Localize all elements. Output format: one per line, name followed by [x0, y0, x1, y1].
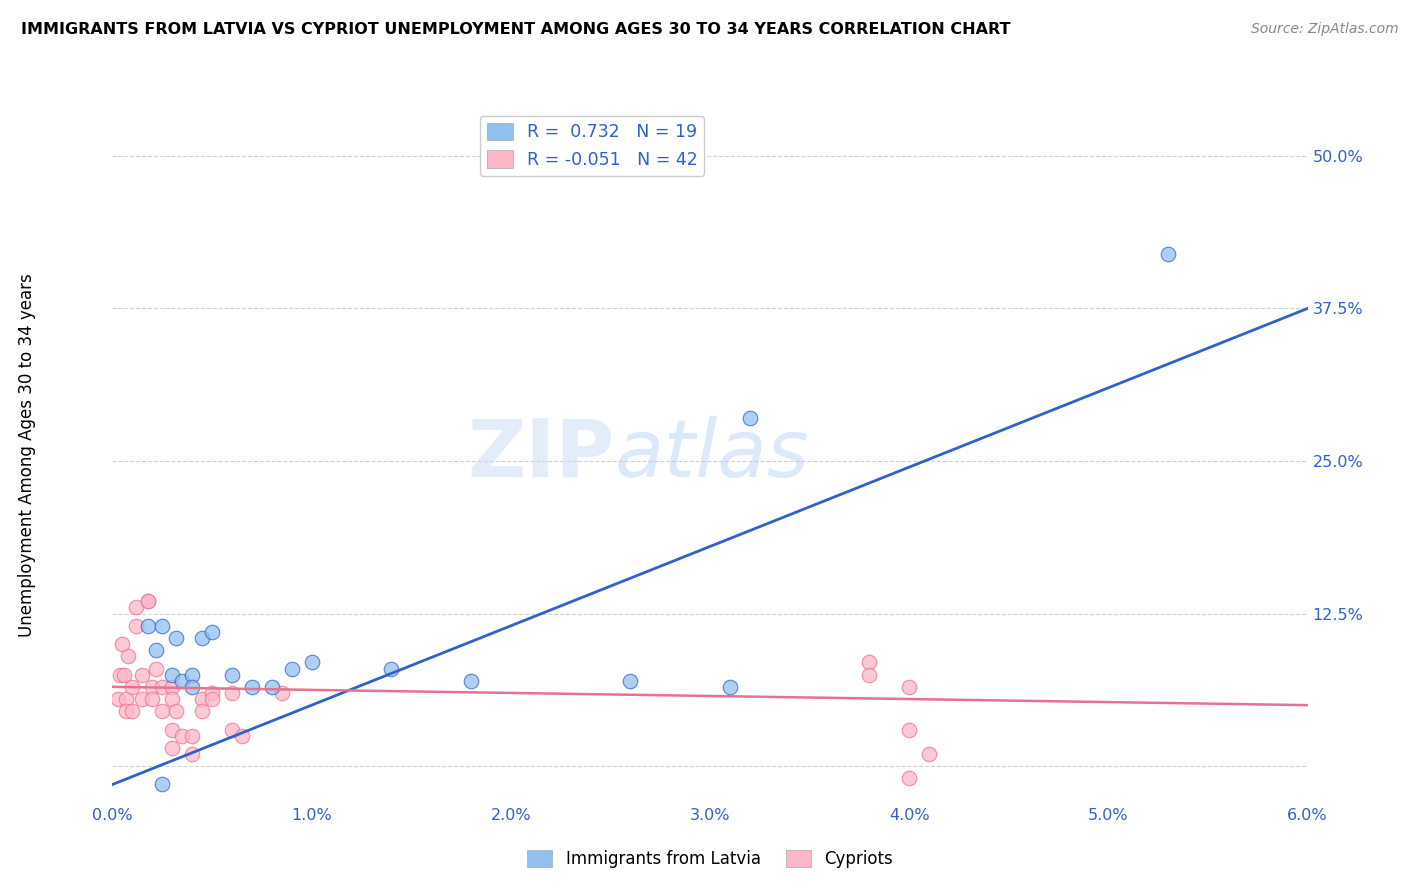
Point	[858, 656, 880, 670]
Point	[221, 723, 243, 737]
Point	[162, 667, 183, 681]
Point	[121, 680, 143, 694]
Point	[125, 619, 148, 633]
Point	[191, 704, 214, 718]
Point	[240, 680, 263, 694]
Point	[181, 667, 204, 681]
Point	[117, 649, 139, 664]
Point	[898, 772, 921, 786]
Point	[380, 661, 402, 675]
Point	[738, 411, 761, 425]
Point	[260, 680, 283, 694]
Point	[858, 667, 880, 681]
Point	[918, 747, 941, 761]
Point	[165, 631, 187, 645]
Point	[115, 692, 138, 706]
Point	[162, 723, 183, 737]
Point	[138, 594, 160, 608]
Point	[125, 600, 148, 615]
Point	[114, 667, 135, 681]
Point	[898, 680, 921, 694]
Point	[150, 619, 173, 633]
Point	[301, 656, 323, 670]
Point	[141, 680, 163, 694]
Legend: Immigrants from Latvia, Cypriots: Immigrants from Latvia, Cypriots	[520, 843, 900, 874]
Point	[162, 740, 183, 755]
Point	[110, 667, 132, 681]
Point	[162, 692, 183, 706]
Point	[181, 747, 204, 761]
Text: atlas: atlas	[614, 416, 810, 494]
Point	[201, 692, 224, 706]
Point	[718, 680, 741, 694]
Point	[115, 704, 138, 718]
Text: ZIP: ZIP	[467, 416, 614, 494]
Point	[111, 637, 134, 651]
Point	[221, 667, 243, 681]
Point	[221, 686, 243, 700]
Point	[121, 704, 143, 718]
Point	[150, 777, 173, 791]
Point	[172, 729, 194, 743]
Point	[231, 729, 253, 743]
Point	[141, 692, 163, 706]
Point	[138, 619, 160, 633]
Point	[191, 631, 214, 645]
Point	[162, 680, 183, 694]
Point	[1157, 246, 1180, 260]
Point	[131, 667, 153, 681]
Point	[145, 643, 167, 657]
Point	[281, 661, 304, 675]
Y-axis label: Unemployment Among Ages 30 to 34 years: Unemployment Among Ages 30 to 34 years	[18, 273, 37, 637]
Point	[107, 692, 129, 706]
Point	[150, 680, 173, 694]
Point	[131, 692, 153, 706]
Text: Source: ZipAtlas.com: Source: ZipAtlas.com	[1251, 22, 1399, 37]
Point	[270, 686, 292, 700]
Point	[619, 673, 641, 688]
Point	[898, 723, 921, 737]
Point	[165, 704, 187, 718]
Point	[201, 686, 224, 700]
Point	[145, 661, 167, 675]
Point	[181, 729, 204, 743]
Point	[460, 673, 482, 688]
Point	[191, 692, 214, 706]
Point	[172, 673, 194, 688]
Text: IMMIGRANTS FROM LATVIA VS CYPRIOT UNEMPLOYMENT AMONG AGES 30 TO 34 YEARS CORRELA: IMMIGRANTS FROM LATVIA VS CYPRIOT UNEMPL…	[21, 22, 1011, 37]
Point	[150, 704, 173, 718]
Point	[201, 624, 224, 639]
Point	[181, 680, 204, 694]
Point	[138, 594, 160, 608]
